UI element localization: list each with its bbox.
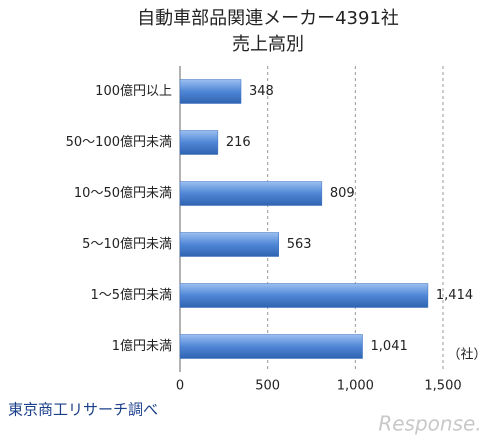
value-label: 563: [287, 237, 312, 252]
y-tick-label: 50～100億円未満: [66, 134, 172, 150]
chart-subtitle: 売上高別: [232, 34, 304, 55]
x-tick-label: 500: [255, 379, 280, 394]
bar: [179, 181, 323, 206]
bar: [179, 232, 279, 257]
unit-label: （社）: [447, 347, 486, 363]
bar: [179, 79, 242, 104]
watermark: Response.: [378, 412, 481, 436]
y-tick-label: 100億円以上: [95, 83, 172, 99]
value-label: 1,414: [436, 288, 473, 303]
y-tick-label: 10～50億円未満: [74, 185, 172, 201]
value-label: 809: [330, 186, 355, 201]
source: 東京商工リサーチ調べ: [8, 401, 158, 419]
value-label: 348: [249, 84, 274, 99]
chart-title: 自動車部品関連メーカー4391社: [137, 8, 399, 29]
bar: [179, 283, 429, 308]
y-tick-label: 1～5億円未満: [90, 287, 172, 303]
x-tick-label: 0: [176, 379, 184, 394]
y-tick-label: 1億円未満: [112, 338, 172, 354]
y-tick-label: 5～10億円未満: [82, 236, 172, 252]
value-label: 216: [226, 135, 251, 150]
bar: [179, 130, 219, 155]
x-tick-label: 1,500: [424, 379, 461, 394]
x-tick-label: 1,000: [337, 379, 374, 394]
bar: [179, 334, 363, 359]
value-label: 1,041: [371, 339, 408, 354]
